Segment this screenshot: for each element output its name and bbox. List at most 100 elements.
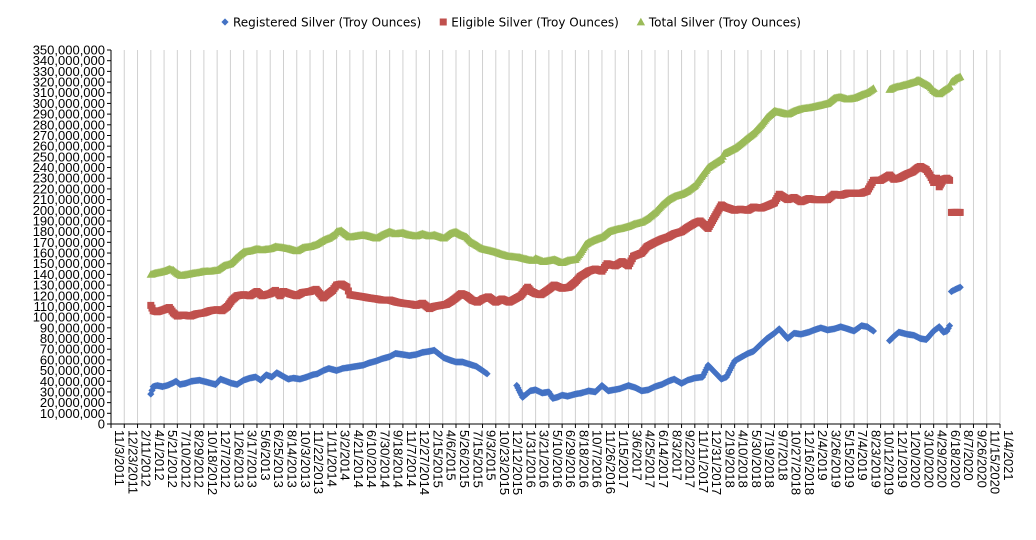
x-tick-label: 9/26/2020 — [974, 430, 989, 488]
y-tick-label: 40,000,000 — [40, 374, 105, 389]
x-tick-label: 5/21/2012 — [165, 430, 180, 488]
data-point — [945, 82, 954, 90]
axes — [110, 50, 1000, 425]
data-point — [148, 386, 156, 394]
data-point — [945, 322, 954, 330]
x-tick-label: 6/10/2014 — [364, 430, 379, 488]
y-tick-label: 320,000,000 — [33, 75, 105, 90]
x-tick-label: 5/6/2013 — [258, 430, 273, 481]
legend-marker — [636, 17, 646, 26]
x-tick-label: 12/7/2012 — [218, 430, 233, 488]
y-tick-label: 200,000,000 — [33, 203, 105, 218]
y-tick-label: 270,000,000 — [33, 128, 105, 143]
gridlines — [110, 50, 1001, 424]
x-tick-label: 9/3/2015 — [484, 430, 499, 481]
legend-item-1: Registered Silver (Troy Ounces) — [221, 16, 421, 30]
x-tick-label: 2/19/2018 — [722, 430, 737, 488]
y-tick-label: 10,000,000 — [40, 406, 105, 421]
x-tick-label: 12/12/2015 — [510, 430, 525, 495]
x-axis-ticks: 11/3/201112/23/20112/11/20124/1/20125/21… — [110, 424, 1016, 495]
y-tick-label: 20,000,000 — [40, 395, 105, 410]
x-tick-label: 11/3/2011 — [112, 430, 127, 486]
x-tick-label: 11/15/2020 — [988, 430, 1003, 494]
legend-marker — [221, 18, 229, 26]
y-tick-label: 150,000,000 — [33, 256, 105, 271]
x-tick-label: 11/22/2013 — [311, 430, 326, 494]
x-tick-label: 10/27/2018 — [789, 430, 804, 495]
y-tick-label: 230,000,000 — [33, 171, 105, 186]
y-axis-ticks: 010,000,00020,000,00030,000,00040,000,00… — [33, 43, 111, 432]
x-tick-label: 11/26/2016 — [603, 430, 618, 494]
y-tick-label: 80,000,000 — [40, 331, 105, 346]
x-tick-label: 5/26/2015 — [457, 430, 472, 488]
x-tick-label: 12/27/2014 — [417, 430, 432, 495]
y-tick-label: 310,000,000 — [33, 85, 105, 100]
y-tick-label: 180,000,000 — [33, 224, 105, 239]
y-tick-label: 220,000,000 — [33, 181, 105, 196]
y-tick-label: 290,000,000 — [33, 107, 105, 122]
y-tick-label: 330,000,000 — [33, 64, 105, 79]
x-tick-label: 10/18/2012 — [205, 430, 220, 495]
legend-label: Total Silver (Troy Ounces) — [648, 16, 801, 30]
x-tick-label: 11/11/2017 — [696, 430, 711, 493]
legend-label: Eligible Silver (Troy Ounces) — [451, 16, 619, 30]
y-tick-label: 0 — [98, 417, 105, 432]
series-1 — [147, 283, 964, 402]
data-point — [943, 327, 951, 335]
x-tick-label: 12/31/2017 — [709, 430, 724, 495]
y-tick-label: 240,000,000 — [33, 160, 105, 175]
y-tick-label: 90,000,000 — [40, 320, 105, 335]
data-point — [344, 287, 352, 295]
y-tick-label: 260,000,000 — [33, 139, 105, 154]
x-tick-label: 5/30/2018 — [749, 430, 764, 488]
x-tick-label: 2/4/2019 — [815, 430, 830, 481]
y-tick-label: 350,000,000 — [33, 43, 105, 58]
x-tick-label: 1/11/2014 — [324, 430, 339, 487]
legend-label: Registered Silver (Troy Ounces) — [233, 16, 421, 30]
x-tick-label: 12/16/2018 — [802, 430, 817, 495]
x-tick-label: 3/6/2017 — [629, 430, 644, 481]
y-tick-label: 60,000,000 — [40, 352, 105, 367]
y-tick-label: 70,000,000 — [40, 342, 105, 357]
series-2 — [147, 162, 964, 320]
y-tick-label: 120,000,000 — [33, 288, 105, 303]
data-point — [483, 370, 491, 378]
x-tick-label: 8/3/2017 — [669, 430, 684, 481]
x-tick-label: 4/25/2017 — [643, 430, 658, 488]
data-point — [933, 174, 941, 182]
data-point — [869, 327, 878, 335]
x-tick-label: 1/4/2021 — [1001, 430, 1016, 481]
x-tick-label: 4/29/2020 — [935, 430, 950, 488]
x-tick-label: 8/7/2020 — [961, 430, 976, 481]
x-tick-label: 9/18/2014 — [391, 430, 406, 488]
x-tick-label: 3/2/2014 — [338, 430, 353, 481]
y-tick-label: 160,000,000 — [33, 246, 105, 261]
y-tick-label: 170,000,000 — [33, 235, 105, 250]
legend-item-2: Eligible Silver (Troy Ounces) — [439, 16, 619, 30]
y-tick-label: 210,000,000 — [33, 192, 105, 207]
y-tick-label: 280,000,000 — [33, 117, 105, 132]
x-tick-label: 11/7/2014 — [404, 430, 419, 487]
x-tick-label: 12/1/2019 — [895, 430, 910, 488]
x-tick-label: 1/15/2017 — [616, 430, 631, 488]
y-tick-label: 250,000,000 — [33, 149, 105, 164]
data-point — [343, 283, 351, 291]
x-tick-label: 1/31/2016 — [523, 430, 538, 488]
data-point — [956, 208, 964, 216]
x-tick-label: 4/1/2012 — [152, 430, 167, 481]
x-tick-label: 7/15/2015 — [470, 430, 485, 488]
x-tick-label: 2/15/2015 — [430, 430, 445, 488]
data-point — [869, 84, 878, 92]
y-tick-label: 140,000,000 — [33, 267, 105, 282]
x-tick-label: 1/20/2020 — [908, 430, 923, 488]
series-layer — [146, 72, 965, 402]
legend-item-3: Total Silver (Troy Ounces) — [636, 16, 801, 30]
y-tick-label: 190,000,000 — [33, 213, 105, 228]
x-tick-label: 7/4/2019 — [855, 430, 870, 481]
x-tick-label: 7/10/2012 — [178, 430, 193, 488]
x-tick-label: 8/29/2012 — [192, 430, 207, 488]
y-tick-label: 100,000,000 — [33, 310, 105, 325]
x-tick-label: 10/12/2019 — [882, 430, 897, 495]
x-tick-label: 8/18/2016 — [576, 430, 591, 488]
